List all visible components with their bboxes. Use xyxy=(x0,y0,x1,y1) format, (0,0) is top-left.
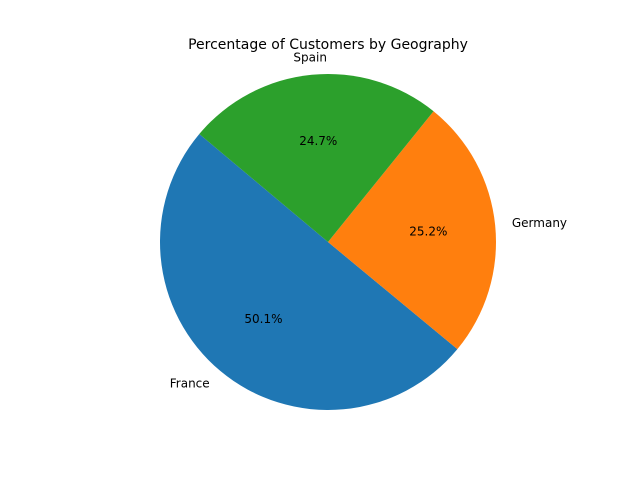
pie-slice-france xyxy=(159,134,458,411)
pie-slice-germany xyxy=(328,111,497,350)
chart-title: Percentage of Customers by Geography xyxy=(188,37,468,53)
pie-value-label-france: 50.1% xyxy=(244,312,282,326)
pie-value-label-germany: 25.2% xyxy=(409,224,447,238)
pie-slice-spain xyxy=(199,73,434,242)
pie-category-label-france: France xyxy=(170,376,210,390)
pie-category-label-spain: Spain xyxy=(293,51,327,65)
pie-value-label-spain: 24.7% xyxy=(299,134,337,148)
pie-category-label-germany: Germany xyxy=(512,216,567,230)
